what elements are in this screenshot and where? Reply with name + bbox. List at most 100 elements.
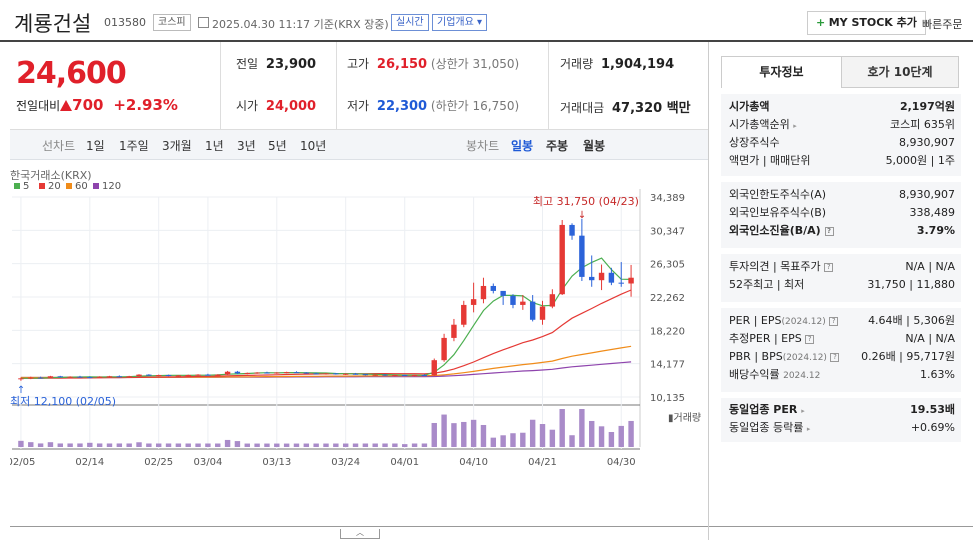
y-tick-label: 34,389 bbox=[650, 193, 685, 204]
candle bbox=[57, 376, 63, 378]
info-row: 상장주식수 8,930,907 bbox=[729, 136, 955, 149]
price-chart[interactable]: 한국거래소(KRX) 5 20 60 120 34,389 30,347 26,305 22,2… bbox=[7, 163, 708, 525]
x-tick-label: 04/01 bbox=[390, 457, 419, 468]
divider bbox=[548, 42, 549, 130]
stock-code: 013580 bbox=[104, 16, 146, 29]
candle bbox=[352, 373, 359, 375]
arrow-up-icon: ↑ bbox=[17, 385, 25, 396]
info-row: 시가총액순위 ▸ 코스피 635위 bbox=[729, 118, 955, 131]
ma-line bbox=[20, 257, 632, 379]
period-1w[interactable]: 1주일 bbox=[119, 139, 149, 153]
realtime-button[interactable]: 실시간 bbox=[391, 14, 429, 31]
collapse-chevron-icon[interactable]: ︿ bbox=[340, 529, 380, 539]
volume-bar bbox=[618, 425, 624, 447]
info-row: 시가총액 2,197억원 bbox=[729, 100, 955, 113]
volume-bar bbox=[510, 433, 516, 447]
candle-weekly[interactable]: 주봉 bbox=[546, 139, 569, 153]
volume-bar bbox=[441, 414, 447, 447]
help-icon[interactable]: ? bbox=[830, 353, 840, 362]
x-tick-label: 04/30 bbox=[607, 457, 636, 468]
calendar-icon bbox=[198, 17, 209, 28]
info-row: PER | EPS(2024.12) ? 4.64배 | 5,306원 bbox=[729, 314, 955, 327]
candle-daily[interactable]: 일봉 bbox=[511, 139, 534, 153]
period-3m[interactable]: 3개월 bbox=[162, 139, 192, 153]
divider bbox=[336, 42, 337, 130]
volume-bar bbox=[215, 443, 221, 447]
stock-header: 계룡건설 013580 코스피 2025.04.30 11:17 기준(KRX … bbox=[0, 0, 973, 42]
candle bbox=[87, 377, 93, 379]
volume-bar bbox=[549, 429, 556, 447]
candle bbox=[165, 375, 172, 377]
x-tick-label: 02/05 bbox=[10, 457, 35, 468]
candle bbox=[510, 295, 516, 305]
volume-bar bbox=[57, 443, 63, 447]
volume-bar bbox=[165, 443, 172, 447]
chart-source-label: 한국거래소(KRX) bbox=[10, 169, 92, 182]
volume-bar bbox=[451, 423, 457, 447]
candle bbox=[451, 324, 457, 338]
line-chart-label[interactable]: 선차트 bbox=[42, 139, 76, 153]
candle bbox=[520, 301, 526, 305]
candle bbox=[175, 375, 182, 377]
x-tick-label: 04/10 bbox=[459, 457, 488, 468]
volume-bar bbox=[382, 443, 388, 447]
candle bbox=[333, 373, 339, 375]
candle-monthly[interactable]: 월봉 bbox=[583, 139, 606, 153]
tab-orderbook[interactable]: 호가 10단계 bbox=[841, 56, 959, 88]
period-5y[interactable]: 5년 bbox=[268, 139, 287, 153]
company-info-label: 기업개요 bbox=[437, 17, 474, 28]
help-icon[interactable]: ? bbox=[824, 227, 834, 236]
tab-invest-info[interactable]: 투자정보 bbox=[721, 56, 842, 88]
quick-order-link[interactable]: 빠른주문 bbox=[922, 18, 963, 31]
legend-label: 120 bbox=[102, 181, 121, 192]
volume-bar bbox=[559, 409, 565, 447]
period-3y[interactable]: 3년 bbox=[237, 139, 256, 153]
volume-bar bbox=[283, 443, 290, 447]
mystock-add-button[interactable]: + MY STOCK 추가 bbox=[807, 11, 926, 35]
candle-chart-label: 봉차트 bbox=[466, 139, 500, 153]
period-1y[interactable]: 1년 bbox=[205, 139, 224, 153]
volume-bar bbox=[293, 443, 300, 447]
candle bbox=[608, 272, 615, 283]
period-10y[interactable]: 10년 bbox=[300, 139, 327, 153]
volume-bar bbox=[579, 409, 585, 447]
volume-label: ▮거래량 bbox=[668, 412, 701, 424]
candle bbox=[283, 372, 290, 374]
help-icon[interactable]: ? bbox=[805, 335, 815, 344]
change-value: 700 bbox=[72, 96, 104, 114]
candle bbox=[559, 224, 565, 295]
volume-bar bbox=[254, 443, 260, 447]
legend-swatch bbox=[39, 183, 45, 189]
volume-bar bbox=[520, 432, 526, 447]
volume-bar bbox=[372, 443, 378, 447]
volume-bar bbox=[126, 443, 132, 447]
price-change: 전일대비 700 +2.93% bbox=[16, 96, 178, 114]
volume-bar bbox=[28, 442, 34, 447]
help-icon[interactable]: ? bbox=[829, 317, 839, 326]
volume-bar bbox=[421, 443, 428, 447]
quote-datetime: 2025.04.30 11:17 기준(KRX 장중) bbox=[212, 18, 389, 31]
candle bbox=[195, 374, 201, 376]
y-tick-label: 18,220 bbox=[650, 326, 685, 337]
candle bbox=[96, 376, 103, 378]
volume-bar bbox=[67, 443, 73, 447]
info-row: 외국인소진율(B/A) ? 3.79% bbox=[729, 224, 955, 237]
candle bbox=[28, 377, 34, 379]
candle bbox=[215, 374, 221, 376]
caret-right-icon: ▸ bbox=[793, 122, 797, 130]
volume-bar bbox=[234, 441, 241, 447]
volume-bar bbox=[244, 443, 250, 447]
low-price: 저가 22,300 (하한가 16,750) bbox=[347, 99, 520, 114]
low-annotation: 최저 12,100 (02/05) bbox=[10, 395, 116, 408]
plus-icon: + bbox=[816, 16, 826, 29]
period-1d[interactable]: 1일 bbox=[86, 139, 105, 153]
high-price: 고가 26,150 (상한가 31,050) bbox=[347, 57, 520, 72]
trade-amount: 거래대금 47,320 백만 bbox=[560, 101, 691, 116]
volume-bar bbox=[470, 419, 477, 447]
company-info-dropdown[interactable]: 기업개요 ▾ bbox=[432, 14, 488, 31]
info-section-valuation: PER | EPS(2024.12) ? 4.64배 | 5,306원 추정PER… bbox=[721, 308, 961, 392]
candle bbox=[500, 290, 506, 296]
candle bbox=[146, 374, 152, 376]
ma-line bbox=[20, 289, 632, 379]
help-icon[interactable]: ? bbox=[824, 263, 834, 272]
